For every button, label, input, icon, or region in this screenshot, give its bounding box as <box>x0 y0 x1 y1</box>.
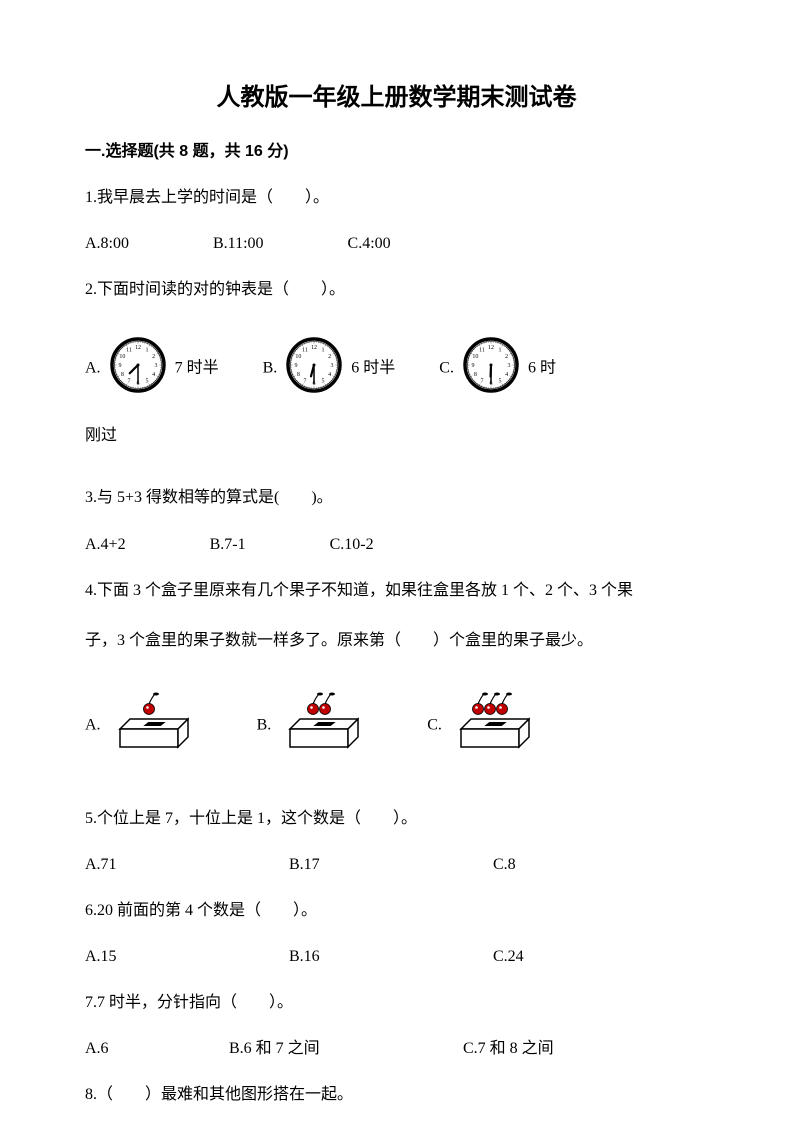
clock-icon-1: 123456789101112 <box>109 336 167 402</box>
svg-text:11: 11 <box>126 348 132 354</box>
svg-text:1: 1 <box>498 348 501 354</box>
question-5: 5.个位上是 7，十位上是 1，这个数是（ ）。 <box>85 803 708 835</box>
section-1-header: 一.选择题(共 8 题，共 16 分) <box>85 140 708 164</box>
question-4-line1: 4.下面 3 个盒子里原来有几个果子不知道，如果往盒里各放 1 个、2 个、3 … <box>85 575 708 607</box>
svg-text:11: 11 <box>302 348 308 354</box>
q2-b-prefix: B. <box>263 360 278 377</box>
q1-option-c: C.4:00 <box>348 232 391 256</box>
clock-icon-2: 123456789101112 <box>285 336 343 402</box>
q2-c-suffix: 6 时 <box>528 360 556 377</box>
svg-text:12: 12 <box>311 345 317 351</box>
q4-c-prefix: C. <box>427 716 442 733</box>
svg-text:2: 2 <box>505 354 508 360</box>
q5-option-b: B.17 <box>289 853 489 877</box>
svg-text:12: 12 <box>135 345 141 351</box>
cherry-box-icon-1 <box>109 687 189 765</box>
question-6: 6.20 前面的第 4 个数是（ ）。 <box>85 895 708 927</box>
q4-b-prefix: B. <box>257 716 272 733</box>
clock-icon-3: 123456789101112 <box>462 336 520 402</box>
question-8: 8.（ ）最难和其他图形搭在一起。 <box>85 1079 708 1111</box>
svg-text:7: 7 <box>480 379 483 385</box>
svg-text:4: 4 <box>505 372 508 378</box>
svg-text:8: 8 <box>297 372 300 378</box>
question-3: 3.与 5+3 得数相等的算式是( )。 <box>85 482 708 514</box>
question-6-options: A.15 B.16 C.24 <box>85 945 708 969</box>
q6-option-b: B.16 <box>289 945 489 969</box>
svg-text:5: 5 <box>145 379 148 385</box>
svg-text:11: 11 <box>479 348 485 354</box>
q6-option-a: A.15 <box>85 945 285 969</box>
question-1: 1.我早晨去上学的时间是（ ）。 <box>85 182 708 214</box>
question-1-options: A.8:00 B.11:00 C.4:00 <box>85 232 708 256</box>
q2-option-a: A. 123456789101112 7 时半 <box>85 336 219 402</box>
q3-option-b: B.7-1 <box>210 533 246 557</box>
q4-option-b: B. <box>257 687 364 765</box>
question-7: 7.7 时半，分针指向（ ）。 <box>85 987 708 1019</box>
cherry-box-icon-3 <box>450 687 530 765</box>
svg-text:3: 3 <box>331 363 334 369</box>
q7-option-a: A.6 <box>85 1037 225 1061</box>
svg-text:2: 2 <box>328 354 331 360</box>
svg-text:9: 9 <box>118 363 121 369</box>
svg-text:3: 3 <box>507 363 510 369</box>
svg-text:7: 7 <box>127 379 130 385</box>
q6-option-c: C.24 <box>493 945 693 969</box>
question-7-options: A.6 B.6 和 7 之间 C.7 和 8 之间 <box>85 1037 708 1061</box>
question-4-options: A. B. C. <box>85 687 708 765</box>
q4-a-prefix: A. <box>85 716 101 733</box>
q2-a-prefix: A. <box>85 360 101 377</box>
q1-option-b: B.11:00 <box>213 232 264 256</box>
cherry-box-icon-2 <box>279 687 359 765</box>
q2-c-prefix: C. <box>439 360 454 377</box>
question-2-options: A. 123456789101112 7 时半 B. 1234567891011… <box>85 336 708 402</box>
svg-text:2: 2 <box>152 354 155 360</box>
q4-option-a: A. <box>85 687 193 765</box>
q7-option-c: C.7 和 8 之间 <box>463 1037 554 1061</box>
question-4-line2: 子，3 个盒里的果子数就一样多了。原来第（ ）个盒里的果子最少。 <box>85 625 708 657</box>
svg-text:9: 9 <box>471 363 474 369</box>
svg-text:4: 4 <box>152 372 155 378</box>
q3-option-a: A.4+2 <box>85 533 126 557</box>
question-2-extra: 刚过 <box>85 420 708 452</box>
q2-option-c: C. 123456789101112 6 时 <box>439 336 556 402</box>
svg-text:12: 12 <box>488 345 494 351</box>
svg-text:1: 1 <box>322 348 325 354</box>
svg-text:7: 7 <box>304 379 307 385</box>
svg-text:5: 5 <box>322 379 325 385</box>
q2-a-suffix: 7 时半 <box>175 360 219 377</box>
svg-text:4: 4 <box>328 372 331 378</box>
q2-option-b: B. 123456789101112 6 时半 <box>263 336 396 402</box>
q7-option-b: B.6 和 7 之间 <box>229 1037 459 1061</box>
svg-text:8: 8 <box>120 372 123 378</box>
svg-text:1: 1 <box>145 348 148 354</box>
q2-b-suffix: 6 时半 <box>351 360 395 377</box>
question-3-options: A.4+2 B.7-1 C.10-2 <box>85 532 708 556</box>
svg-text:10: 10 <box>472 354 478 360</box>
svg-text:10: 10 <box>296 354 302 360</box>
svg-text:9: 9 <box>295 363 298 369</box>
q5-option-c: C.8 <box>493 853 693 877</box>
svg-text:8: 8 <box>474 372 477 378</box>
q5-option-a: A.71 <box>85 853 285 877</box>
q3-option-c: C.10-2 <box>330 533 374 557</box>
question-2: 2.下面时间读的对的钟表是（ ）。 <box>85 274 708 306</box>
question-5-options: A.71 B.17 C.8 <box>85 853 708 877</box>
svg-text:10: 10 <box>119 354 125 360</box>
svg-text:5: 5 <box>498 379 501 385</box>
svg-text:3: 3 <box>154 363 157 369</box>
page-title: 人教版一年级上册数学期末测试卷 <box>85 80 708 116</box>
q4-option-c: C. <box>427 687 534 765</box>
q1-option-a: A.8:00 <box>85 232 129 256</box>
